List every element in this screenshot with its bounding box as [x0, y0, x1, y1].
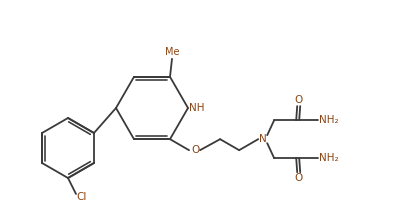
Text: Cl: Cl: [77, 192, 87, 202]
Text: O: O: [190, 145, 199, 155]
Text: NH: NH: [189, 103, 204, 113]
Text: NH₂: NH₂: [319, 115, 338, 125]
Text: O: O: [293, 173, 302, 183]
Text: N: N: [259, 134, 266, 144]
Text: O: O: [293, 95, 302, 105]
Text: Me: Me: [164, 47, 179, 57]
Text: NH₂: NH₂: [319, 153, 338, 163]
